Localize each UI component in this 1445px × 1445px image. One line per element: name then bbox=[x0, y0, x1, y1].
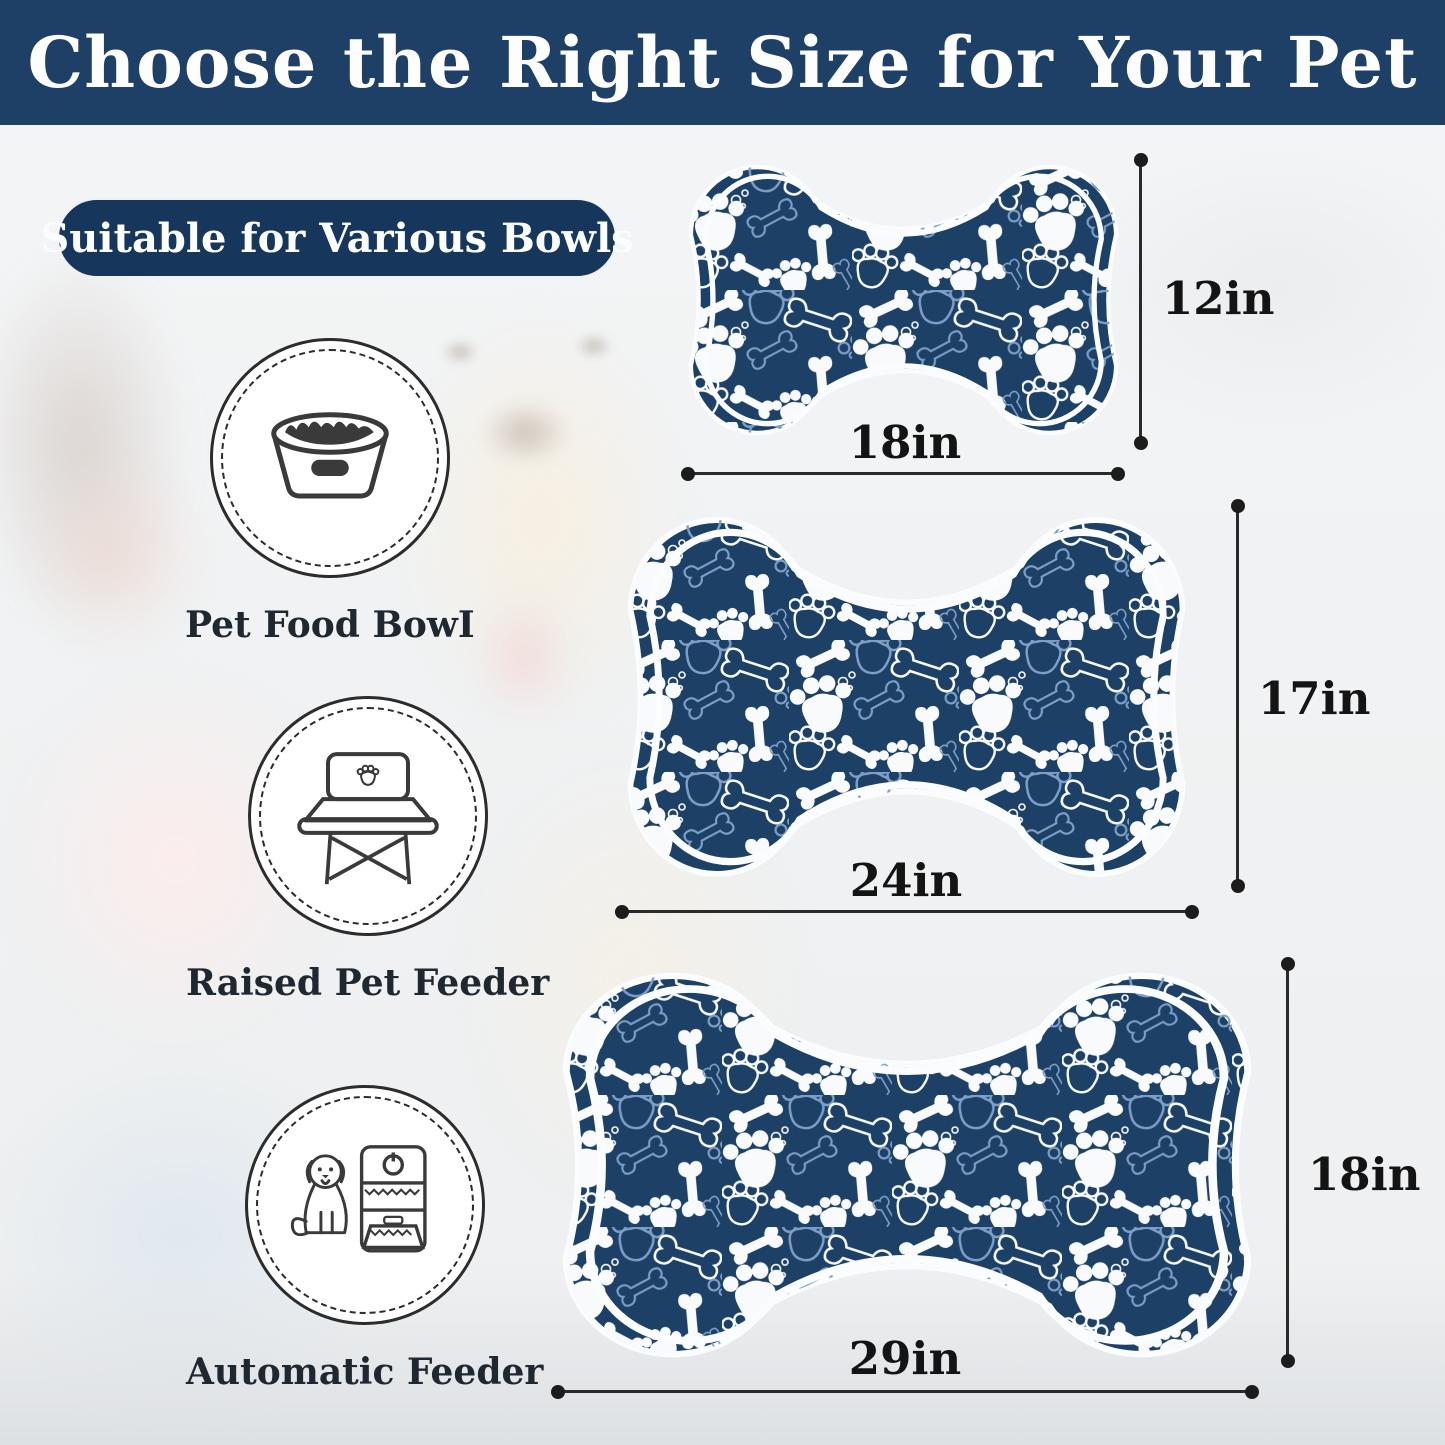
dimension-endpoint bbox=[1280, 957, 1295, 971]
dimension-line-medium-width bbox=[615, 904, 1199, 919]
dimension-endpoint bbox=[1133, 153, 1148, 167]
dimension-line-small-width bbox=[681, 466, 1125, 481]
suitable-bowls-badge: Suitable for Various Bowls bbox=[40, 198, 634, 278]
dimension-line-large-height bbox=[1280, 957, 1295, 1368]
dimension-label-small-height: 12in bbox=[1162, 272, 1275, 325]
dimension-endpoint bbox=[1245, 1384, 1259, 1399]
pet-food-bowl-label: Pet Food BowI bbox=[185, 604, 475, 646]
dimension-endpoint bbox=[1133, 436, 1148, 450]
mat-small bbox=[682, 158, 1125, 442]
dimension-endpoint bbox=[1185, 904, 1199, 919]
dimension-label-medium-height: 17in bbox=[1258, 672, 1371, 725]
raised-pet-feeder-label: Raised Pet Feeder bbox=[186, 962, 550, 1004]
dimension-endpoint bbox=[551, 1384, 565, 1399]
dimension-line-large-width bbox=[551, 1384, 1259, 1399]
dimension-endpoint bbox=[1230, 499, 1245, 513]
dimension-endpoint bbox=[1280, 1354, 1295, 1368]
badge-label: Suitable for Various Bowls bbox=[40, 214, 634, 262]
automatic-feeder-icon bbox=[244, 1085, 485, 1325]
dimension-label-large-height: 18in bbox=[1308, 1148, 1421, 1201]
dimension-endpoint bbox=[681, 466, 695, 481]
dimension-line-medium-height bbox=[1230, 499, 1245, 893]
compatibility-item-raised-feeder: Raised Pet Feeder bbox=[186, 696, 549, 1004]
background-dog-eye-right bbox=[572, 332, 616, 360]
dimension-label-medium-width: 24in bbox=[849, 854, 963, 907]
raised-pet-feeder-icon bbox=[247, 696, 488, 936]
mat-medium bbox=[619, 508, 1194, 886]
background-dog-eye-left bbox=[438, 338, 482, 366]
title-banner: Choose the Right Size for Your Pet bbox=[0, 0, 1445, 125]
pet-food-bowl-icon bbox=[209, 338, 450, 578]
background-dog-nose bbox=[468, 390, 583, 475]
dimension-label-large-width: 29in bbox=[848, 1332, 962, 1385]
dimension-line-small-height bbox=[1133, 153, 1148, 450]
dashed-ring bbox=[258, 707, 477, 925]
dimension-endpoint bbox=[1230, 879, 1245, 893]
page-title: Choose the Right Size for Your Pet bbox=[27, 21, 1418, 104]
automatic-feeder-label: Automatic Feeder bbox=[186, 1351, 544, 1393]
dashed-ring bbox=[255, 1096, 474, 1314]
compatibility-item-automatic-feeder: Automatic Feeder bbox=[186, 1085, 543, 1393]
compatibility-item-pet-food-bowl: Pet Food BowI bbox=[185, 338, 475, 646]
dimension-endpoint bbox=[1111, 466, 1125, 481]
mat-large bbox=[552, 963, 1262, 1367]
dimension-endpoint bbox=[615, 904, 629, 919]
dashed-ring bbox=[220, 349, 439, 567]
dimension-label-small-width: 18in bbox=[848, 416, 962, 469]
